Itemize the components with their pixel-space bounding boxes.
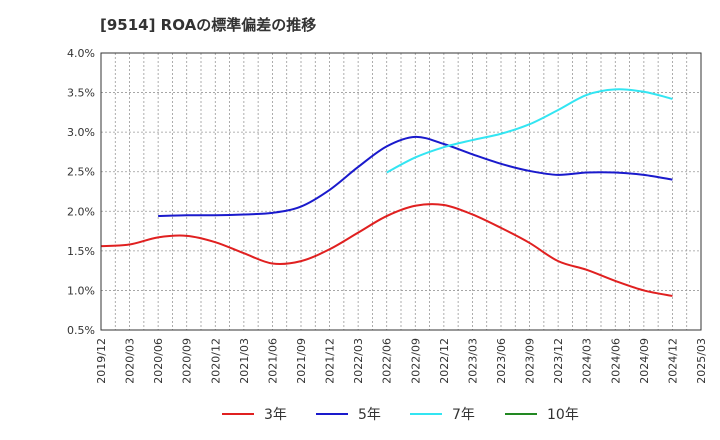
y-tick-label: 2.0% xyxy=(67,205,95,218)
axes xyxy=(100,52,702,331)
legend-label: 3年 xyxy=(264,407,287,423)
x-tick-label: 2019/12 xyxy=(95,338,108,384)
legend: 3年 5年 7年 10年 xyxy=(222,407,579,423)
x-tick-label: 2025/03 xyxy=(695,338,708,384)
x-tick-label: 2024/03 xyxy=(581,338,594,384)
x-tick-label: 2021/12 xyxy=(324,338,337,384)
series-line-7年 xyxy=(386,88,673,174)
y-axis-tick-labels: 0.5% 1.0% 1.5% 2.0% 2.5% 3.0% 3.5% 4.0% xyxy=(67,47,95,337)
x-tick-label: 2024/06 xyxy=(609,338,622,384)
x-tick-label: 2022/12 xyxy=(438,338,451,384)
y-tick-label: 0.5% xyxy=(67,324,95,337)
x-axis-tick-labels: 2019/12 2020/03 2020/06 2020/09 2020/12 2021/… xyxy=(95,338,708,384)
x-tick-label: 2022/09 xyxy=(409,338,422,384)
x-tick-label: 2020/09 xyxy=(181,338,194,384)
x-tick-label: 2020/12 xyxy=(209,338,222,384)
grid xyxy=(101,52,701,331)
legend-label: 7年 xyxy=(452,407,475,423)
x-tick-label: 2024/12 xyxy=(666,338,679,384)
x-tick-label: 2021/03 xyxy=(238,338,251,384)
series-line-3年 xyxy=(100,203,673,297)
y-tick-label: 4.0% xyxy=(67,47,95,60)
x-tick-label: 2023/03 xyxy=(466,338,479,384)
x-tick-label: 2024/09 xyxy=(638,338,651,384)
y-tick-label: 2.5% xyxy=(67,166,95,179)
y-tick-label: 1.5% xyxy=(67,245,95,258)
series-line-5年 xyxy=(158,135,673,218)
y-tick-label: 3.0% xyxy=(67,126,95,139)
x-tick-label: 2022/03 xyxy=(352,338,365,384)
x-tick-label: 2021/09 xyxy=(295,338,308,384)
legend-label: 10年 xyxy=(547,407,579,423)
x-tick-label: 2022/06 xyxy=(381,338,394,384)
x-tick-label: 2023/06 xyxy=(495,338,508,384)
x-tick-label: 2020/03 xyxy=(124,338,137,384)
chart-title: [9514] ROAの標準偏差の推移 xyxy=(100,16,317,34)
y-tick-label: 3.5% xyxy=(67,87,95,100)
x-tick-label: 2023/12 xyxy=(552,338,565,384)
x-tick-label: 2021/06 xyxy=(266,338,279,384)
plot-frame xyxy=(100,52,702,331)
series-lines xyxy=(100,88,673,297)
y-tick-label: 1.0% xyxy=(67,284,95,297)
legend-label: 5年 xyxy=(358,407,381,423)
x-tick-label: 2023/09 xyxy=(524,338,537,384)
x-tick-label: 2020/06 xyxy=(152,338,165,384)
